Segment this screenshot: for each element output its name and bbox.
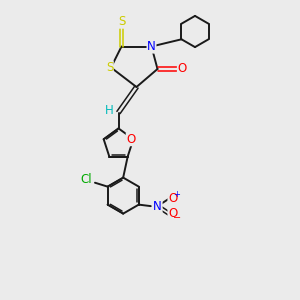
Text: O: O [168,192,177,205]
Text: N: N [153,200,162,213]
Text: O: O [126,133,136,146]
Text: +: + [173,190,180,199]
Text: Cl: Cl [81,173,92,186]
Text: S: S [106,61,113,74]
Text: −: − [172,212,181,223]
Text: S: S [118,15,125,28]
Text: O: O [168,207,177,220]
Text: O: O [178,62,187,76]
Text: H: H [105,104,114,118]
Text: N: N [147,40,156,53]
